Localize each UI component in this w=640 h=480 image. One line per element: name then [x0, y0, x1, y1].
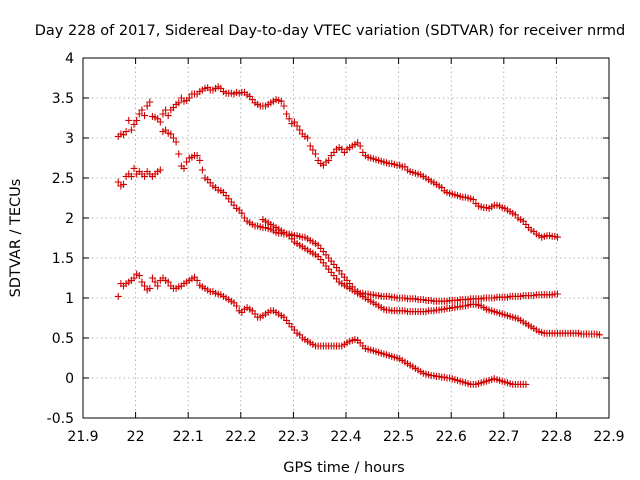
data-point-series-d	[151, 278, 159, 286]
x-tick-label: 22.7	[488, 429, 519, 445]
data-point-series-a	[122, 128, 130, 136]
x-tick-label: 22.6	[436, 429, 467, 445]
data-point-series-b	[141, 172, 149, 180]
data-point-series-b	[196, 156, 204, 164]
data-point-series-d	[522, 380, 530, 388]
data-point-series-a	[175, 99, 183, 107]
data-point-series-b	[553, 290, 561, 298]
x-tick-label: 22.5	[383, 429, 414, 445]
data-point-series-a	[125, 116, 133, 124]
data-point-series-a	[143, 102, 151, 110]
y-tick-label: 2.5	[52, 171, 74, 187]
data-point-series-a	[277, 97, 285, 105]
data-point-series-a	[130, 120, 138, 128]
data-point-series-a	[146, 98, 154, 106]
x-tick-label: 22.2	[225, 429, 256, 445]
data-point-series-d	[130, 274, 138, 282]
data-point-series-a	[304, 134, 312, 142]
data-point-series-d	[154, 282, 162, 290]
data-point-series-a	[325, 156, 333, 164]
data-point-series-b	[198, 166, 206, 174]
data-point-series-a	[135, 110, 143, 118]
data-point-series-b	[130, 164, 138, 172]
data-point-series-d	[135, 272, 143, 280]
data-point-series-a	[285, 115, 293, 123]
data-point-series-a	[159, 110, 167, 118]
data-point-series-a	[290, 118, 298, 126]
data-point-series-d	[233, 302, 241, 310]
y-axis-label: SDTVAR / TECUs	[8, 179, 24, 298]
y-tick-label: 0	[65, 371, 74, 387]
data-point-series-a	[311, 150, 319, 158]
grid	[83, 58, 609, 418]
data-point-series-a	[306, 142, 314, 150]
data-point-series-d	[193, 276, 201, 284]
data-point-series-d	[146, 284, 154, 292]
y-tick-label: 1	[65, 291, 74, 307]
data-point-series-b	[183, 158, 191, 166]
data-point-series-d	[164, 278, 172, 286]
y-tick-label: 4	[65, 51, 74, 67]
data-point-series-d	[141, 282, 149, 290]
data-point-series-b	[172, 138, 180, 146]
x-tick-label: 22.8	[541, 429, 572, 445]
x-axis-label: GPS time / hours	[283, 460, 404, 476]
x-tick-label: 22.9	[593, 429, 624, 445]
data-point-series-a	[293, 122, 301, 130]
data-point-series-b	[156, 166, 164, 174]
data-point-series-a	[156, 118, 164, 126]
y-tick-label: 0.5	[52, 331, 74, 347]
data-point-series-a	[185, 94, 193, 102]
x-tick-label: 22.1	[173, 429, 204, 445]
data-point-series-a	[469, 196, 477, 204]
data-point-series-b	[120, 180, 128, 188]
data-point-series-b	[169, 134, 177, 142]
data-point-series-a	[309, 146, 317, 154]
data-point-series-a	[127, 126, 135, 134]
plot-frame	[82, 57, 610, 419]
data-point-series-a	[296, 126, 304, 134]
data-point-series-a	[164, 112, 172, 120]
data-point-series-a	[141, 112, 149, 120]
x-tick-label: 22	[127, 429, 145, 445]
y-tick-label: -0.5	[47, 411, 74, 427]
data-point-series-d	[148, 274, 156, 282]
data-point-series-b	[175, 150, 183, 158]
data-point-series-b	[180, 164, 188, 172]
data-points	[114, 83, 604, 388]
tick-labels: 21.9 22 22.1 22.2 22.3 22.4 22.5 22.6 22.7 22.8 22…	[47, 51, 625, 445]
data-point-series-a	[280, 102, 288, 110]
data-point-series-a	[553, 233, 561, 241]
data-point-series-c	[596, 331, 604, 339]
y-tick-label: 3.5	[52, 91, 74, 107]
data-point-series-a	[356, 142, 364, 150]
data-point-series-a	[133, 116, 141, 124]
data-point-series-d	[138, 278, 146, 286]
data-point-series-b	[114, 178, 122, 186]
data-point-series-a	[283, 110, 291, 118]
x-tick-label: 22.4	[330, 429, 361, 445]
x-tick-label: 22.3	[278, 429, 309, 445]
data-point-series-b	[167, 130, 175, 138]
y-tick-label: 2	[65, 211, 74, 227]
y-tick-label: 1.5	[52, 251, 74, 267]
data-point-series-b	[193, 152, 201, 160]
data-point-series-b	[238, 209, 246, 217]
chart-title: Day 228 of 2017, Sidereal Day-to-day VTE…	[35, 23, 626, 39]
data-point-series-b	[127, 172, 135, 180]
data-point-series-d	[114, 292, 122, 300]
x-tick-label: 21.9	[67, 429, 98, 445]
data-point-series-a	[138, 106, 146, 114]
y-tick-label: 3	[65, 131, 74, 147]
